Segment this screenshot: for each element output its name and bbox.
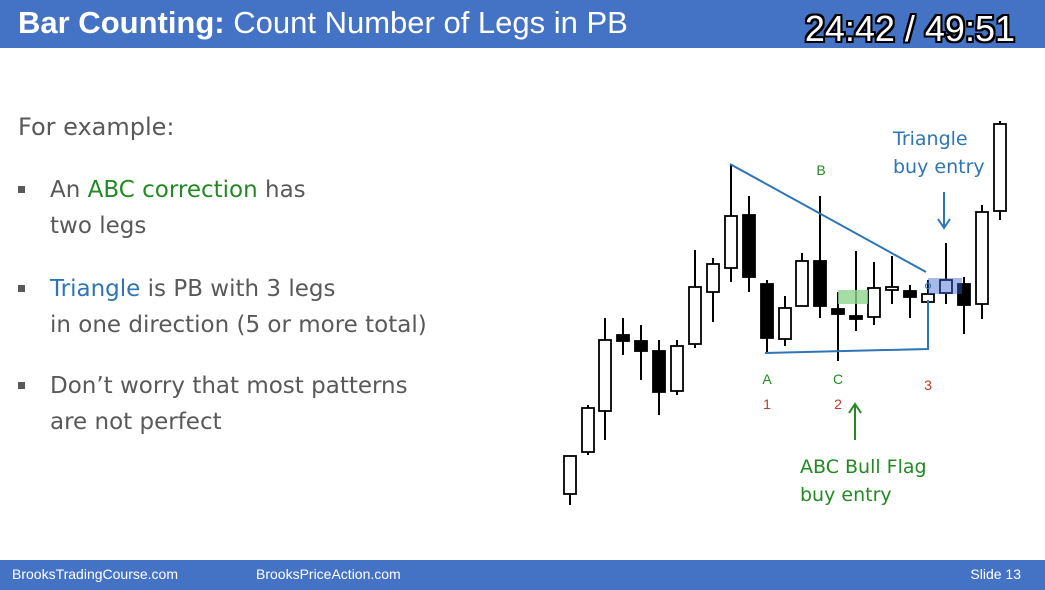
price-bar <box>760 280 774 352</box>
price-bar <box>885 256 899 304</box>
price-bar <box>813 196 827 318</box>
triangle-label-line2: buy entry <box>893 156 985 178</box>
bullet-patterns: Don’t worry that most patterns are not p… <box>18 368 408 440</box>
arrow-up-icon <box>848 402 862 440</box>
price-bar <box>670 340 684 395</box>
price-bar <box>598 318 612 440</box>
price-bar <box>581 405 595 455</box>
slide-header: Bar Counting: Count Number of Legs in PB… <box>0 0 1045 49</box>
title-bold: Bar Counting: <box>18 5 225 40</box>
slide-title: Bar Counting: Count Number of Legs in PB <box>18 4 628 42</box>
highlight-abc: ABC correction <box>87 177 258 203</box>
price-bar <box>975 205 989 319</box>
bullet-mark <box>18 186 25 193</box>
price-bar <box>563 455 577 505</box>
price-bar <box>724 164 738 282</box>
price-bar <box>616 318 630 355</box>
entry-marker <box>924 282 932 290</box>
label-leg-1: 1 <box>763 396 771 412</box>
price-bar <box>957 277 971 334</box>
highlight-triangle: Triangle <box>50 276 141 302</box>
price-bars <box>563 121 1007 505</box>
slide-number: Slide 13 <box>970 566 1021 582</box>
candlestick-chart: B A C 1 2 3 Triangle buy entry ABC Bull … <box>563 121 1007 506</box>
video-timestamp: 24:42 / 49:51 <box>804 8 1015 49</box>
price-bar <box>867 262 881 325</box>
footer-site-1: BrooksTradingCourse.com <box>12 566 178 582</box>
price-bar <box>688 250 702 348</box>
triangle-label-line1: Triangle <box>892 128 968 150</box>
abc-entry-highlight <box>838 290 868 304</box>
price-bar <box>795 253 809 307</box>
slide-footer: BrooksTradingCourse.com BrooksPriceActio… <box>0 560 1045 590</box>
price-bar <box>993 121 1007 220</box>
arrow-down-icon <box>937 192 951 230</box>
title-rest: Count Number of Legs in PB <box>224 5 628 40</box>
label-a: A <box>762 371 772 387</box>
bullet-mark <box>18 285 25 292</box>
bullet-mark <box>18 382 25 389</box>
price-bar <box>778 296 792 346</box>
bullet-triangle: Triangle is PB with 3 legs in one direct… <box>18 271 427 343</box>
price-bar <box>903 285 917 318</box>
label-leg-3: 3 <box>924 377 932 393</box>
footer-site-2: BrooksPriceAction.com <box>256 566 401 582</box>
triangle-upper-trendline <box>729 163 927 273</box>
label-c: C <box>833 371 843 387</box>
triangle-entry-highlight <box>928 278 962 294</box>
price-bar <box>742 196 756 292</box>
price-bar <box>706 258 720 322</box>
label-b: B <box>816 162 825 178</box>
price-bar <box>634 325 648 380</box>
intro-text: For example: <box>18 113 175 141</box>
bullet-abc: An ABC correction has two legs <box>18 172 306 244</box>
triangle-lower-trendline <box>764 300 929 354</box>
abc-label-line2: buy entry <box>800 484 892 506</box>
price-bar <box>652 340 666 415</box>
price-bar <box>939 243 953 304</box>
abc-label-line1: ABC Bull Flag <box>800 456 927 478</box>
label-leg-2: 2 <box>834 396 842 412</box>
